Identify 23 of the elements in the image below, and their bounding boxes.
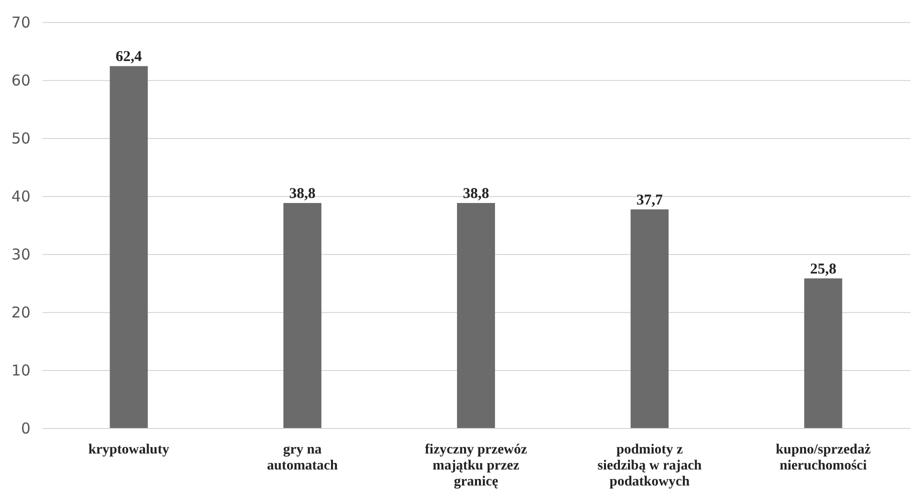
data-label: 38,8: [462, 186, 490, 202]
y-tick-label: 20: [11, 304, 30, 322]
bar: [110, 66, 148, 428]
data-label: 37,7: [636, 192, 664, 208]
data-label: 62,4: [116, 49, 142, 66]
bar: [630, 209, 669, 428]
data-label: 38,8: [289, 186, 316, 202]
y-tick-label: 10: [11, 362, 30, 380]
y-tick-label: 60: [11, 72, 30, 90]
x-tick-label: kupno/sprzedaż nieruchomości: [776, 442, 871, 474]
data-label: 25,8: [810, 261, 836, 278]
y-tick-label: 50: [11, 130, 30, 148]
y-tick-label: 40: [11, 188, 30, 206]
bar: [283, 202, 322, 428]
y-tick-label: 30: [11, 246, 30, 264]
bar: [457, 202, 495, 428]
x-tick-label: podmioty z siedzibą w rajach podatkowych: [597, 442, 702, 490]
y-tick-label: 70: [11, 14, 30, 32]
x-tick-label: kryptowaluty: [88, 442, 170, 458]
y-tick-label: 0: [20, 420, 30, 438]
x-tick-label: fizyczny przewóz majątku przez granicę: [424, 442, 528, 490]
bar: [804, 278, 842, 428]
x-tick-label: gry na automatach: [267, 442, 338, 474]
